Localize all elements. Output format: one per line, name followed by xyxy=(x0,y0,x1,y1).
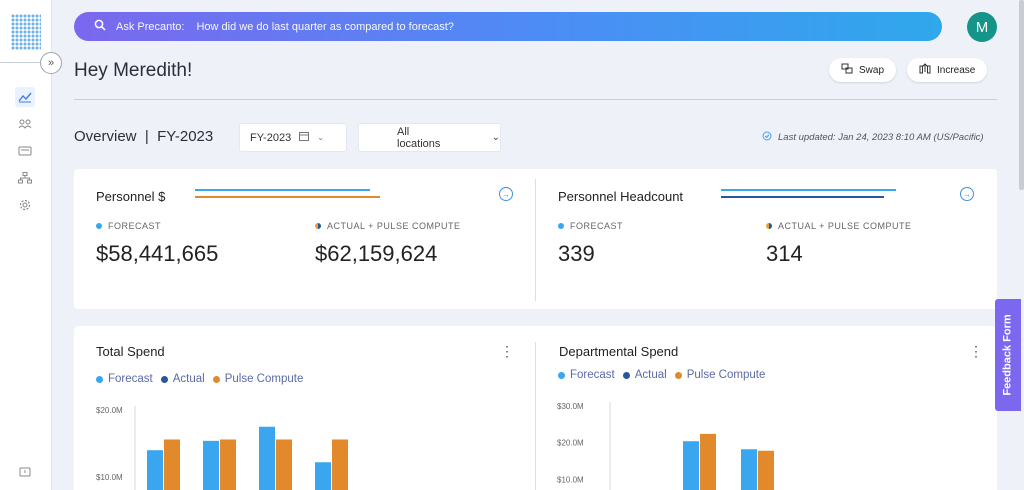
total-spend-chart: $20.0M $10.0M xyxy=(96,406,348,490)
sidebar-expand-button[interactable]: » xyxy=(40,52,62,74)
legend-pulse-compute: Pulse Compute xyxy=(212,373,303,385)
dept-legend-actual: Actual xyxy=(622,369,667,381)
bar-pulse-compute[interactable] xyxy=(164,439,180,490)
forecast-label: FORECAST xyxy=(96,221,161,231)
hc-actual-line-deco xyxy=(721,196,884,198)
fiscal-year-select[interactable]: FY-2023 ⌄ xyxy=(239,123,347,152)
bar-pulse-compute[interactable] xyxy=(700,433,716,490)
dept-legend-forecast: Forecast xyxy=(558,369,615,381)
departmental-spend-title: Departmental Spend xyxy=(559,344,679,359)
location-value: All locations xyxy=(397,125,441,150)
hc-actual-label: ACTUAL + PULSE COMPUTE xyxy=(766,221,911,231)
sidebar xyxy=(0,0,52,490)
last-updated: Last updated: Jan 24, 2023 8:10 AM (US/P… xyxy=(762,131,984,144)
total-spend-legend: Forecast Actual Pulse Compute xyxy=(96,373,303,385)
bar-pulse-compute[interactable] xyxy=(332,439,348,490)
search-icon xyxy=(94,19,106,34)
total-spend-title: Total Spend xyxy=(96,344,165,359)
bar-forecast[interactable] xyxy=(203,440,219,490)
check-circle-icon xyxy=(762,131,772,144)
headcount-title: Personnel Headcount xyxy=(558,189,684,204)
increase-button[interactable]: Increase xyxy=(907,58,988,82)
feedback-form-label: Feedback Form xyxy=(1002,314,1014,396)
personnel-summary-card: Personnel $ → FORECAST $58,441,665 ACTUA… xyxy=(74,169,997,309)
calendar-icon xyxy=(299,131,310,144)
location-select[interactable]: All locations ⌄ xyxy=(358,123,501,152)
chart-divider xyxy=(535,342,536,490)
page-scrollbar[interactable] xyxy=(1019,0,1024,190)
actual-line-deco xyxy=(195,196,380,198)
increase-label: Increase xyxy=(937,64,976,76)
overview-title: Overview | FY-2023 xyxy=(74,128,214,145)
hc-forecast-label-text: FORECAST xyxy=(570,221,624,231)
y-tick-label: $20.0M xyxy=(96,406,123,415)
swap-button[interactable]: Swap xyxy=(829,58,897,82)
actual-label-text: ACTUAL + PULSE COMPUTE xyxy=(327,221,461,231)
search-query-text[interactable]: How did we do last quarter as compared t… xyxy=(196,20,454,33)
legend-actual: Actual xyxy=(160,373,205,385)
hc-forecast-value: 339 xyxy=(558,241,595,266)
org-chart-icon[interactable] xyxy=(15,168,35,188)
departmental-spend-legend: Forecast Actual Pulse Compute xyxy=(558,369,765,381)
actual-dot xyxy=(315,223,321,229)
actual-value: $62,159,624 xyxy=(315,241,438,266)
bar-forecast[interactable] xyxy=(683,441,699,490)
card-icon[interactable] xyxy=(15,141,35,161)
settings-gear-icon[interactable] xyxy=(15,195,35,215)
last-updated-text: Last updated: Jan 24, 2023 8:10 AM (US/P… xyxy=(778,132,984,143)
forecast-line-deco xyxy=(195,189,370,191)
sidebar-divider xyxy=(0,62,52,63)
swap-label: Swap xyxy=(859,64,885,76)
forecast-dot xyxy=(96,223,102,229)
bar-forecast[interactable] xyxy=(147,450,163,490)
dept-legend-pulse-compute: Pulse Compute xyxy=(674,369,765,381)
increase-icon xyxy=(919,63,931,77)
swap-icon xyxy=(841,63,853,77)
y-tick-label: $20.0M xyxy=(557,439,584,448)
y-tick-label: $30.0M xyxy=(557,402,584,411)
ask-precanto-search-bar[interactable]: Ask Precanto: How did we do last quarter… xyxy=(74,12,942,41)
chevron-down-icon: ⌄ xyxy=(317,133,324,142)
card-divider xyxy=(535,179,536,301)
user-avatar[interactable]: M xyxy=(967,12,997,42)
bar-forecast[interactable] xyxy=(259,426,275,490)
fiscal-year-value: FY-2023 xyxy=(250,131,292,144)
dashboard-chart-icon[interactable] xyxy=(15,87,35,107)
headcount-arrow-icon[interactable]: → xyxy=(960,187,974,201)
hc-forecast-label: FORECAST xyxy=(558,221,623,231)
legend-forecast: Forecast xyxy=(96,373,153,385)
personnel-spend-title: Personnel $ xyxy=(96,189,166,204)
y-tick-label: $10.0M xyxy=(96,473,123,482)
y-tick-label: $10.0M xyxy=(557,475,584,484)
personnel-spend-arrow-icon[interactable]: → xyxy=(499,187,513,201)
app-logo xyxy=(11,14,41,50)
total-spend-menu-icon[interactable]: ⋮ xyxy=(500,343,514,359)
chat-feedback-icon[interactable] xyxy=(15,463,35,483)
chevron-down-icon: ⌄ xyxy=(491,132,500,143)
departmental-spend-menu-icon[interactable]: ⋮ xyxy=(969,343,983,359)
header-divider xyxy=(74,99,997,100)
team-icon[interactable] xyxy=(15,114,35,134)
forecast-value: $58,441,665 xyxy=(96,241,219,266)
hc-actual-label-text: ACTUAL + PULSE COMPUTE xyxy=(778,221,912,231)
page-greeting: Hey Meredith! xyxy=(74,60,193,81)
bar-forecast[interactable] xyxy=(315,462,331,490)
forecast-label-text: FORECAST xyxy=(108,221,162,231)
bar-pulse-compute[interactable] xyxy=(758,450,774,490)
hc-forecast-line-deco xyxy=(721,189,896,191)
bar-forecast[interactable] xyxy=(741,449,757,490)
bar-pulse-compute[interactable] xyxy=(220,439,236,490)
feedback-form-tab[interactable]: Feedback Form xyxy=(995,299,1021,411)
actual-label: ACTUAL + PULSE COMPUTE xyxy=(315,221,460,231)
search-prefix-label: Ask Precanto: xyxy=(116,20,185,33)
bar-pulse-compute[interactable] xyxy=(276,439,292,490)
departmental-spend-chart: $30.0M $20.0M $10.0M xyxy=(557,402,774,490)
hc-actual-dot xyxy=(766,223,772,229)
spend-charts-card: Total Spend ⋮ Forecast Actual Pulse Comp… xyxy=(74,326,997,490)
hc-forecast-dot xyxy=(558,223,564,229)
hc-actual-value: 314 xyxy=(766,241,803,266)
